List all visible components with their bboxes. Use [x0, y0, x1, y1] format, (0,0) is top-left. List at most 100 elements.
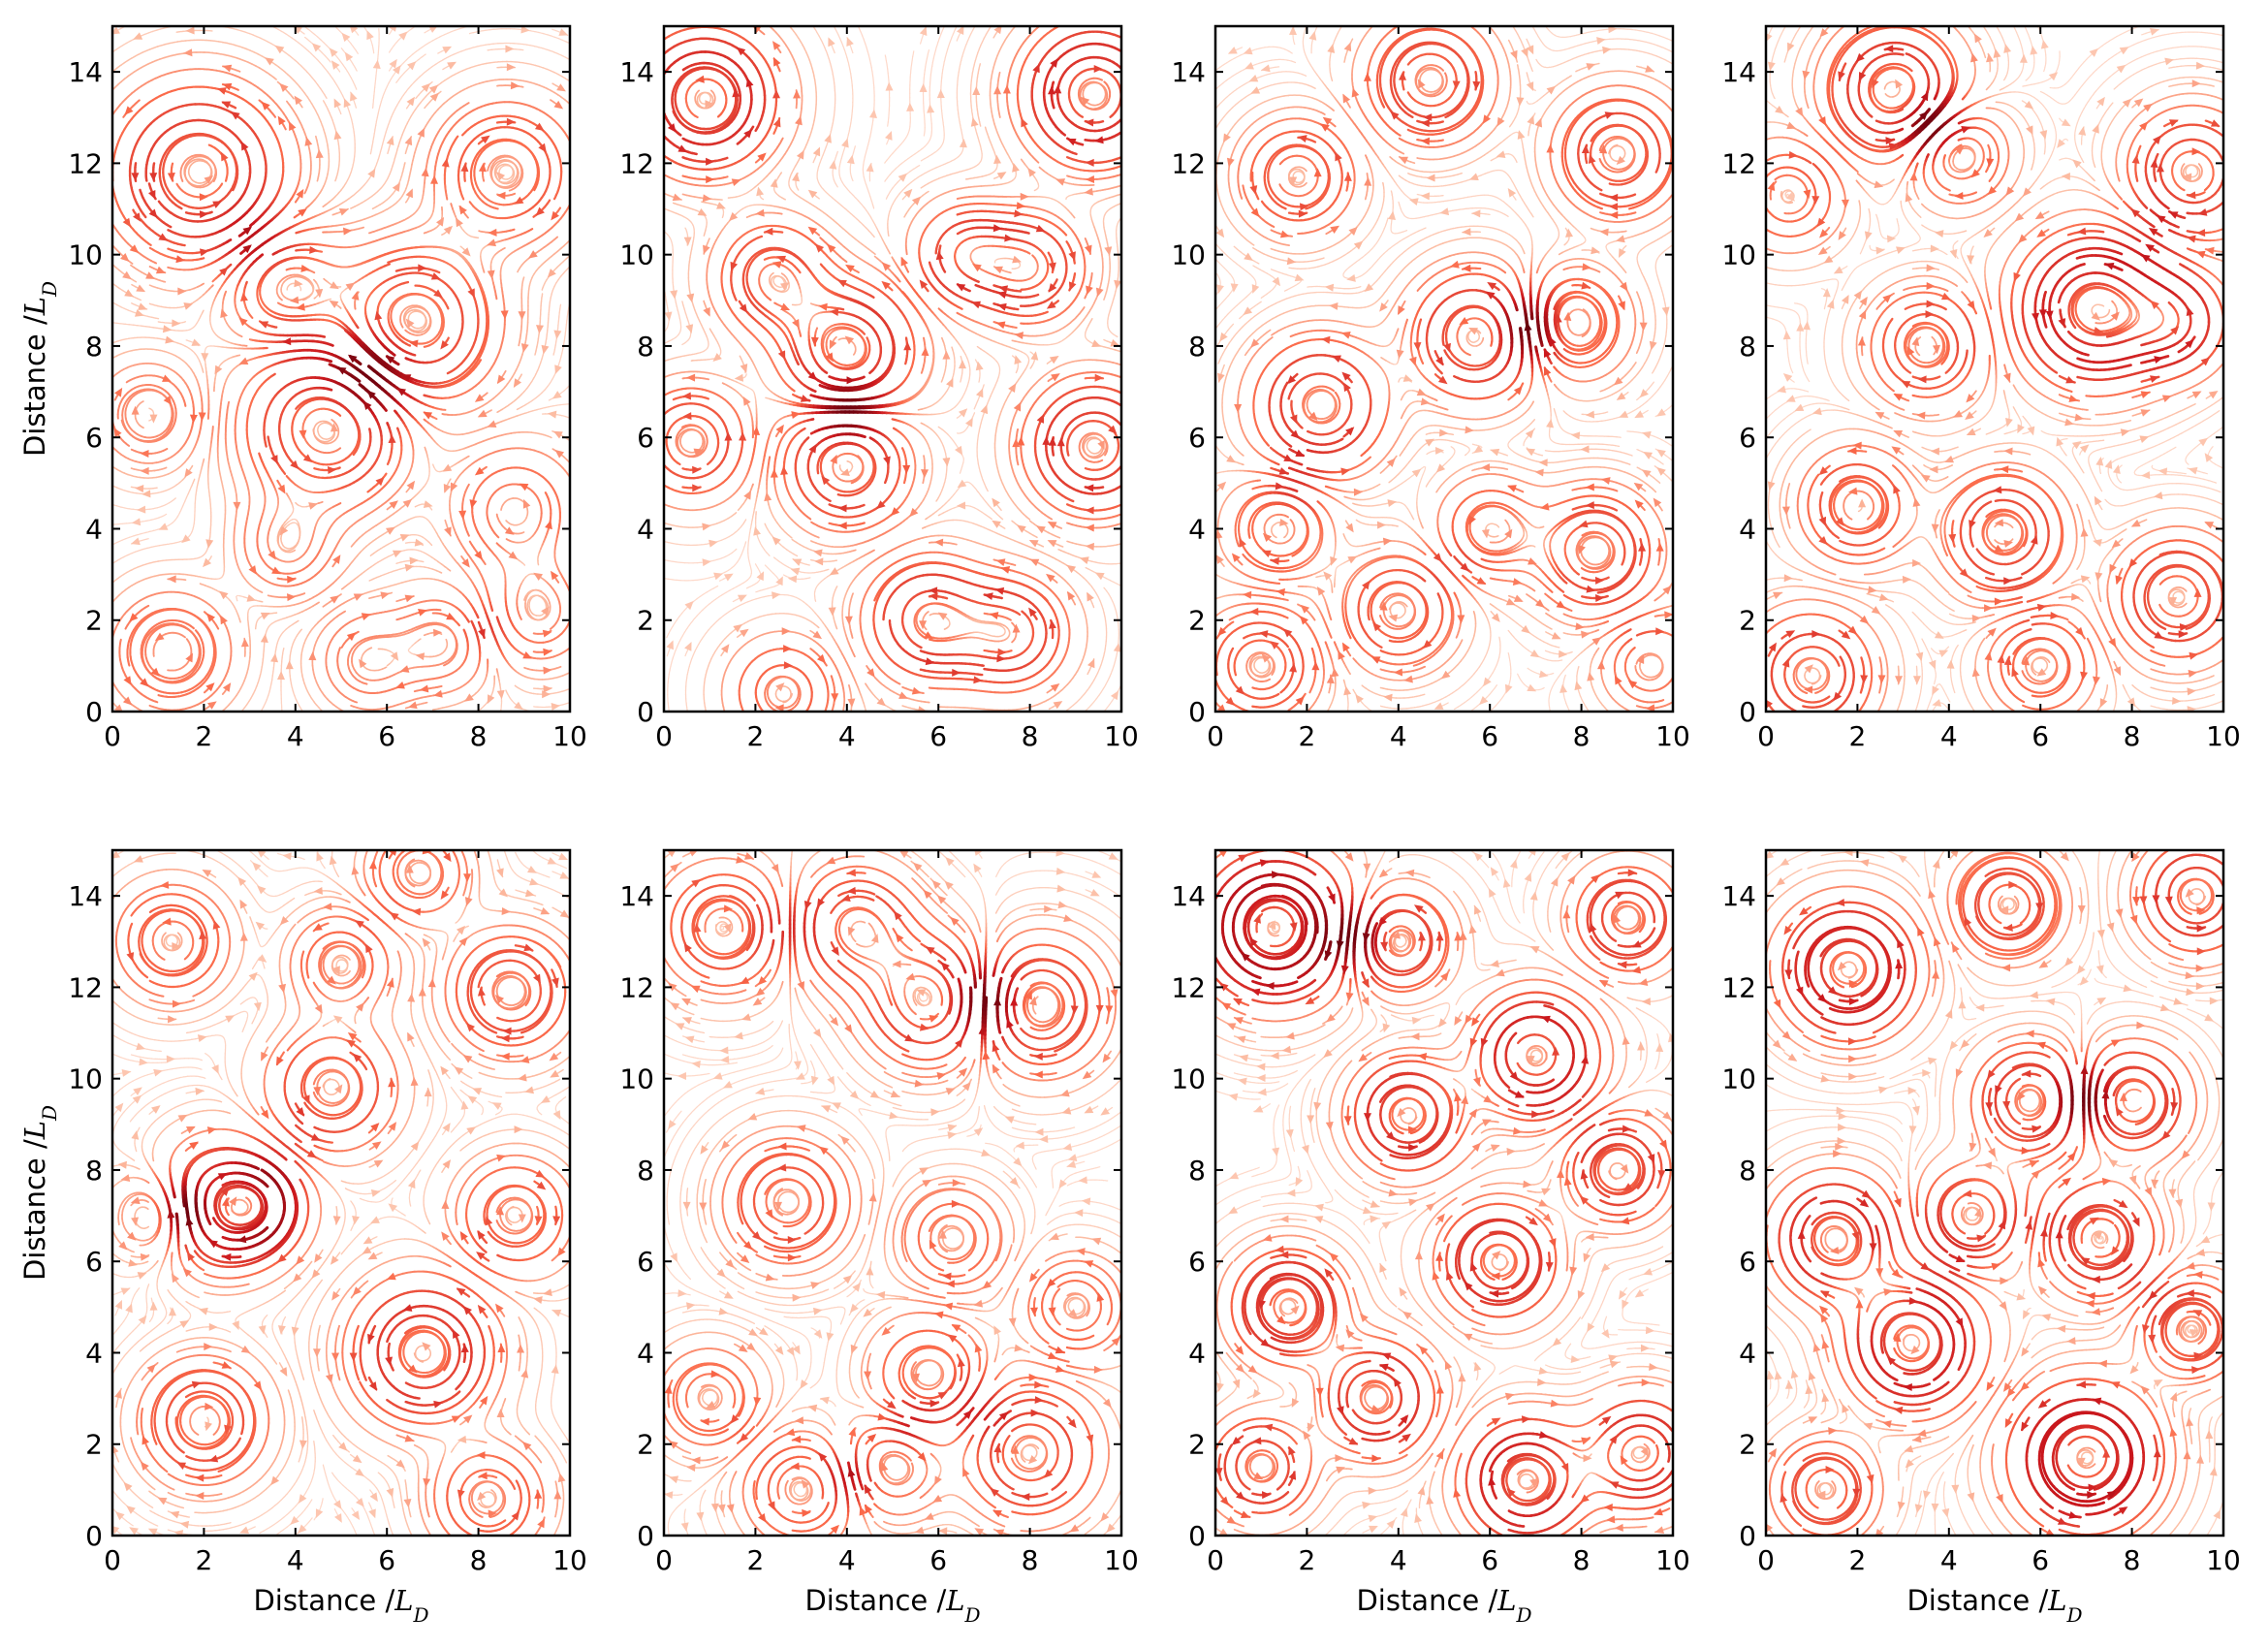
streamline-segment [446, 305, 450, 310]
streamline-segment [260, 590, 264, 593]
stream-arrow [361, 613, 371, 620]
streamline-segment [245, 700, 250, 706]
streamline-segment [255, 681, 259, 688]
stream-arrow [496, 689, 505, 700]
streamline-segment [120, 488, 126, 491]
streamline-segment [194, 629, 199, 634]
streamline-segment [425, 538, 430, 543]
streamline-segment [190, 557, 196, 560]
stream-arrow [129, 613, 139, 622]
streamline-segment [274, 646, 277, 652]
streamline-segment [112, 578, 118, 583]
streamline-segment [281, 469, 287, 475]
streamline-segment [355, 630, 360, 635]
streamline-segment [192, 523, 195, 529]
stream-arrow [551, 702, 561, 711]
streamline-segment [210, 284, 214, 288]
stream-arrow [519, 483, 529, 491]
streamline-segment [532, 692, 539, 695]
stream-arrow [189, 414, 198, 424]
streamline-segment [418, 503, 425, 506]
stream-arrow [163, 396, 173, 405]
streamline-segment [158, 515, 164, 519]
streamline-segment [549, 629, 552, 633]
stream-arrow [149, 414, 158, 424]
streamline-segment [394, 409, 398, 415]
streamline-segment [164, 489, 171, 491]
streamline-segment [183, 497, 187, 503]
streamline-segment [185, 638, 190, 643]
stream-arrow [418, 609, 427, 617]
streamline-segment [423, 482, 427, 488]
streamline-segment [121, 538, 127, 541]
streamline-segment [421, 544, 425, 547]
stream-arrow [172, 319, 181, 328]
streamline-segment [266, 694, 269, 701]
streamline-segment [139, 400, 144, 405]
streamline-segment [551, 404, 558, 407]
streamline-segment [185, 493, 189, 499]
stream-arrow [404, 594, 415, 603]
stream-arrow [222, 682, 232, 692]
streamline-segment [172, 484, 177, 489]
streamline-segment [190, 482, 194, 488]
streamline-segment [466, 530, 470, 537]
streamline-segment [153, 560, 159, 563]
streamline-segment [143, 538, 149, 541]
streamline-segment [293, 549, 297, 553]
streamline-segment [427, 541, 433, 547]
stream-arrow [345, 282, 356, 291]
stream-arrow [270, 652, 279, 663]
streamline-segment [124, 623, 129, 630]
streamline-segment [252, 689, 256, 695]
streamline-segment [423, 516, 428, 521]
streamline-segment [290, 646, 293, 652]
streamline-segment [162, 543, 169, 546]
streamline-segment [120, 506, 126, 509]
streamline-segment [289, 650, 292, 656]
stream-arrow [404, 563, 415, 572]
stream-arrow [205, 539, 214, 549]
stream-arrow [388, 433, 396, 444]
stream-arrow [402, 498, 413, 508]
streamline-segment [152, 487, 158, 490]
streamline-segment [523, 595, 527, 601]
stream-arrow [203, 557, 212, 568]
streamline-segment [152, 491, 158, 494]
streamline-segment [419, 516, 425, 519]
streamline-segment [171, 542, 176, 545]
streamline-segment [176, 512, 180, 518]
streamline-segment [195, 486, 198, 492]
streamline-segment [357, 291, 360, 295]
stream-arrow [461, 558, 470, 568]
streamline-segment [480, 705, 485, 710]
streamline-segment [236, 595, 238, 602]
streamline-segment [505, 689, 509, 695]
streamline-segment [158, 544, 165, 547]
streamline-segment [483, 560, 487, 565]
streamline-segment [249, 605, 254, 610]
stream-arrow [248, 565, 257, 575]
streamline-segment [426, 519, 431, 523]
streamline-segment [145, 562, 151, 565]
stream-arrow [367, 168, 376, 178]
streamline-segment [426, 554, 432, 558]
stream-arrow [346, 632, 357, 642]
streamline-segment [435, 469, 441, 473]
streamline-segment [511, 700, 517, 705]
streamline-segment [338, 593, 342, 596]
streamline-segment [521, 562, 526, 566]
streamline-segment [157, 559, 164, 562]
stream-arrow [158, 523, 169, 530]
streamline-segment [259, 253, 265, 258]
streamline-segment [125, 536, 131, 540]
stream-arrow [496, 374, 506, 385]
stream-arrow [444, 526, 452, 537]
streamline-segment [391, 539, 396, 544]
streamline-segment [408, 645, 413, 650]
streamline-segment [155, 317, 160, 320]
stream-arrow [487, 420, 497, 428]
streamline-segment [302, 298, 307, 301]
stream-arrow [207, 701, 217, 710]
stream-arrow [113, 704, 123, 712]
